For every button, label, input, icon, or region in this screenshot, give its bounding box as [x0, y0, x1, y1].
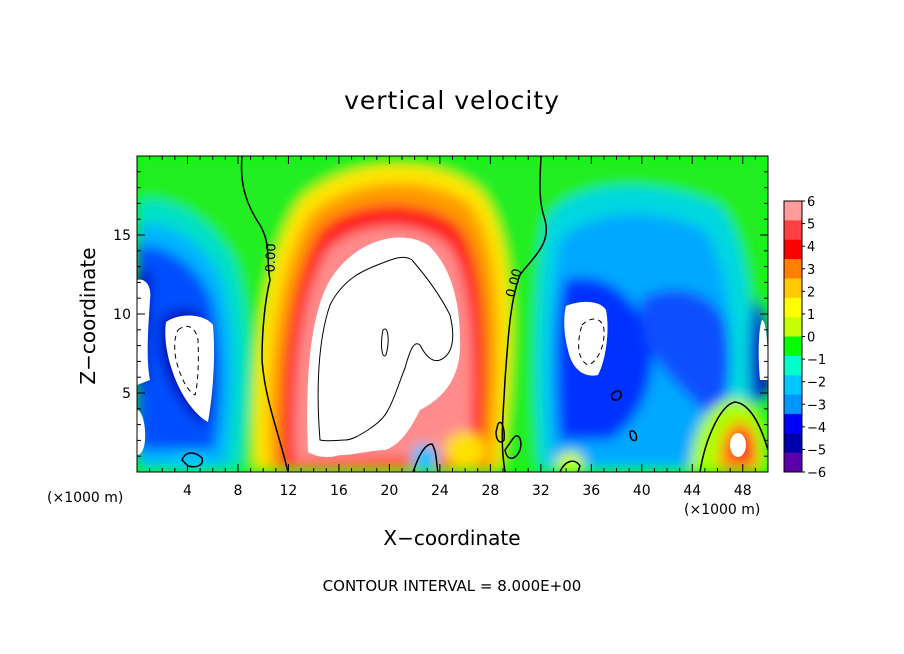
colorbar-swatch — [784, 355, 802, 376]
contour-interval-label: CONTOUR INTERVAL = 8.000E+00 — [322, 577, 582, 595]
velocity-field: 0.00 0.00 — [137, 156, 768, 472]
colorbar-swatch — [784, 336, 802, 357]
colorbar-label: 2 — [807, 285, 815, 300]
colorbar-swatch — [784, 394, 802, 415]
left-edge-white — [137, 279, 151, 385]
x-tick-label: 40 — [633, 483, 651, 499]
zero-contour-br — [699, 401, 768, 472]
colorbar-label: 5 — [807, 218, 815, 233]
y-axis-label: Z−coordinate — [76, 247, 100, 385]
x-tick-label: 4 — [183, 483, 192, 499]
x-tick-label: 8 — [233, 483, 242, 499]
x-tick-label: 36 — [582, 483, 600, 499]
colorbar-swatch — [784, 201, 802, 221]
colorbar-swatch — [784, 239, 802, 260]
colorbar-label: −4 — [807, 421, 826, 436]
contour-label-left: 0.00 — [264, 243, 280, 272]
colorbar-swatch — [784, 220, 802, 241]
colorbar-label: −3 — [807, 398, 826, 413]
x-tick-label: 32 — [532, 483, 550, 499]
y-tick-label: 5 — [122, 386, 131, 402]
x-tick-label: 20 — [380, 483, 398, 499]
zero-contour-right — [501, 156, 548, 472]
x-tick-label: 44 — [683, 483, 701, 499]
colorbar-label: 6 — [807, 195, 815, 210]
left-dashed-contour — [174, 325, 199, 396]
colorbar-swatch — [784, 452, 802, 473]
colorbar-swatch — [784, 433, 802, 454]
x-axis: 4 8 12 16 20 24 28 32 36 40 44 48 — [149, 156, 756, 499]
colorbar-label: 0 — [807, 331, 815, 346]
colorbar-label: 1 — [807, 308, 815, 323]
x-tick-label: 16 — [330, 483, 348, 499]
y-tick-label: 10 — [113, 307, 131, 323]
colorbar-label: 3 — [807, 263, 815, 278]
left-core-white — [165, 315, 215, 422]
colorbar-label: 4 — [807, 240, 815, 255]
updraft-core-white — [307, 237, 461, 457]
colorbar-swatch — [784, 259, 802, 279]
colorbar: 6 5 4 3 2 1 0 −1 −2 −3 −4 −5 −6 — [783, 195, 826, 481]
y-axis: 5 10 15 — [113, 171, 768, 457]
x-tick-label: 28 — [481, 483, 499, 499]
colorbar-label: −1 — [807, 353, 826, 368]
colorbar-swatch — [784, 278, 802, 299]
colorbar-label: −5 — [807, 443, 826, 458]
zero-contour-left — [240, 156, 289, 472]
chart-title: vertical velocity — [344, 86, 560, 115]
colorbar-swatch — [784, 413, 802, 434]
colorbar-swatch — [784, 375, 802, 396]
contour-label-right: 0.00 — [504, 267, 526, 299]
updraft-inner-contour — [317, 256, 454, 442]
x-tick-label: 24 — [431, 483, 449, 499]
x-unit-label-right: (×1000 m) — [684, 502, 761, 518]
x-tick-label: 48 — [734, 483, 752, 499]
x-axis-label: X−coordinate — [0, 526, 904, 550]
colorbar-label: −2 — [807, 376, 826, 391]
colorbar-swatch — [784, 317, 802, 337]
x-unit-label-left: (×1000 m) — [47, 490, 124, 506]
x-tick-label: 12 — [280, 483, 298, 499]
colorbar-label: −6 — [807, 466, 826, 481]
y-tick-label: 15 — [113, 228, 131, 244]
colorbar-swatch — [784, 297, 802, 318]
x-axis-label-text: X−coordinate — [383, 526, 521, 550]
